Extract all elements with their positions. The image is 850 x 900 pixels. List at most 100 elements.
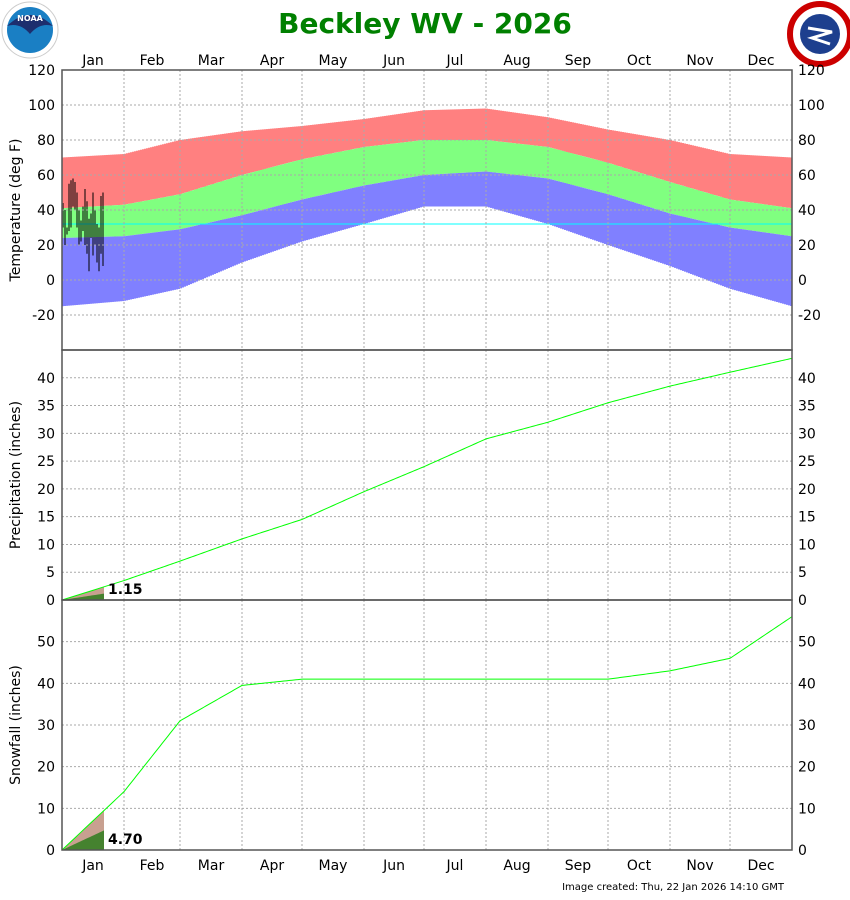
record-low-bar (240, 215, 242, 263)
normal-range-bar (518, 143, 520, 176)
record-high-bar (620, 131, 622, 167)
normal-range-bar (284, 163, 286, 204)
normal-range-bar (488, 140, 490, 172)
record-low-bar (334, 192, 336, 233)
record-low-bar (614, 196, 616, 248)
normal-range-bar (638, 172, 640, 204)
record-high-bar (748, 155, 750, 203)
record-high-bar (254, 130, 256, 172)
normal-range-bar (314, 156, 316, 197)
normal-range-bar (154, 198, 156, 233)
normal-range-bar (182, 193, 184, 229)
record-low-bar (560, 181, 562, 229)
record-high-bar (278, 128, 280, 166)
record-low-bar (408, 177, 410, 211)
normal-range-bar (214, 183, 216, 222)
record-low-bar (682, 216, 684, 271)
record-high-bar (66, 157, 68, 208)
record-low-bar (546, 178, 548, 224)
record-high-bar (746, 154, 748, 202)
record-low-bar (668, 213, 670, 266)
record-high-bar (724, 152, 726, 199)
normal-range-bar (400, 142, 402, 180)
normal-range-bar (528, 144, 530, 177)
normal-range-bar (242, 174, 244, 215)
footer-timestamp: Image created: Thu, 22 Jan 2026 14:10 GM… (562, 882, 785, 893)
record-high-bar (442, 109, 444, 140)
record-high-bar (364, 118, 366, 147)
record-high-bar (116, 154, 118, 206)
record-low-bar (180, 229, 182, 289)
record-low-bar (784, 235, 786, 305)
normal-range-bar (188, 191, 190, 228)
record-low-bar (570, 184, 572, 233)
record-high-bar (672, 140, 674, 183)
normal-range-bar (520, 143, 522, 176)
normal-range-bar (288, 162, 290, 203)
record-low-bar (760, 231, 762, 298)
record-low-bar (396, 179, 398, 215)
record-high-bar (312, 124, 314, 158)
normal-range-bar (330, 153, 332, 193)
normal-range-bar (722, 197, 724, 226)
record-high-bar (414, 111, 416, 142)
record-high-bar (700, 147, 702, 192)
normal-range-bar (304, 158, 306, 199)
normal-range-bar (332, 153, 334, 193)
precip-tick-left: 15 (37, 510, 55, 526)
normal-range-bar (292, 161, 294, 202)
precip-tick-left: 40 (37, 371, 55, 387)
normal-range-bar (608, 163, 610, 195)
record-high-bar (702, 147, 704, 192)
normal-range-bar (550, 147, 552, 180)
record-low-bar (380, 182, 382, 220)
normal-range-bar (380, 145, 382, 183)
normal-range-bar (434, 140, 436, 175)
normal-range-bar (312, 157, 314, 198)
record-low-bar (390, 180, 392, 217)
record-high-bar (480, 108, 482, 140)
record-high-bar (136, 150, 138, 203)
record-low-bar (74, 237, 76, 306)
record-high-bar (750, 155, 752, 203)
normal-range-bar (656, 177, 658, 210)
record-low-bar (592, 190, 594, 240)
record-low-bar (96, 237, 98, 304)
normal-range-bar (364, 146, 366, 186)
normal-range-bar (504, 142, 506, 174)
normal-range-bar (234, 177, 236, 217)
record-high-bar (668, 139, 670, 182)
record-low-bar (590, 189, 592, 240)
record-low-bar (776, 234, 778, 303)
normal-range-bar (128, 203, 130, 236)
normal-range-bar (600, 160, 602, 193)
normal-range-bar (702, 191, 704, 222)
record-low-bar (452, 173, 454, 207)
record-high-bar (742, 154, 744, 202)
record-high-bar (674, 141, 676, 184)
temp-ylabel: Temperature (deg F) (8, 139, 24, 283)
month-label-top: May (319, 53, 348, 69)
record-high-bar (334, 122, 336, 153)
record-high-bar (630, 133, 632, 170)
record-high-bar (314, 124, 316, 157)
record-low-bar (532, 176, 534, 220)
record-high-bar (268, 128, 270, 168)
record-low-bar (372, 183, 374, 222)
observed-temp-bar (68, 183, 70, 231)
normal-range-bar (646, 174, 648, 207)
record-high-bar (166, 143, 168, 197)
record-low-bar (666, 212, 668, 265)
record-low-bar (160, 231, 162, 293)
record-low-bar (120, 236, 122, 302)
record-high-bar (284, 127, 286, 164)
record-high-bar (252, 130, 254, 173)
record-high-bar (114, 154, 116, 206)
record-low-bar (302, 199, 304, 242)
precip-tick-right: 20 (798, 482, 816, 498)
record-high-bar (408, 112, 410, 142)
record-low-bar (442, 173, 444, 207)
normal-range-bar (262, 169, 264, 210)
normal-range-bar (426, 140, 428, 175)
record-low-bar (742, 229, 744, 293)
